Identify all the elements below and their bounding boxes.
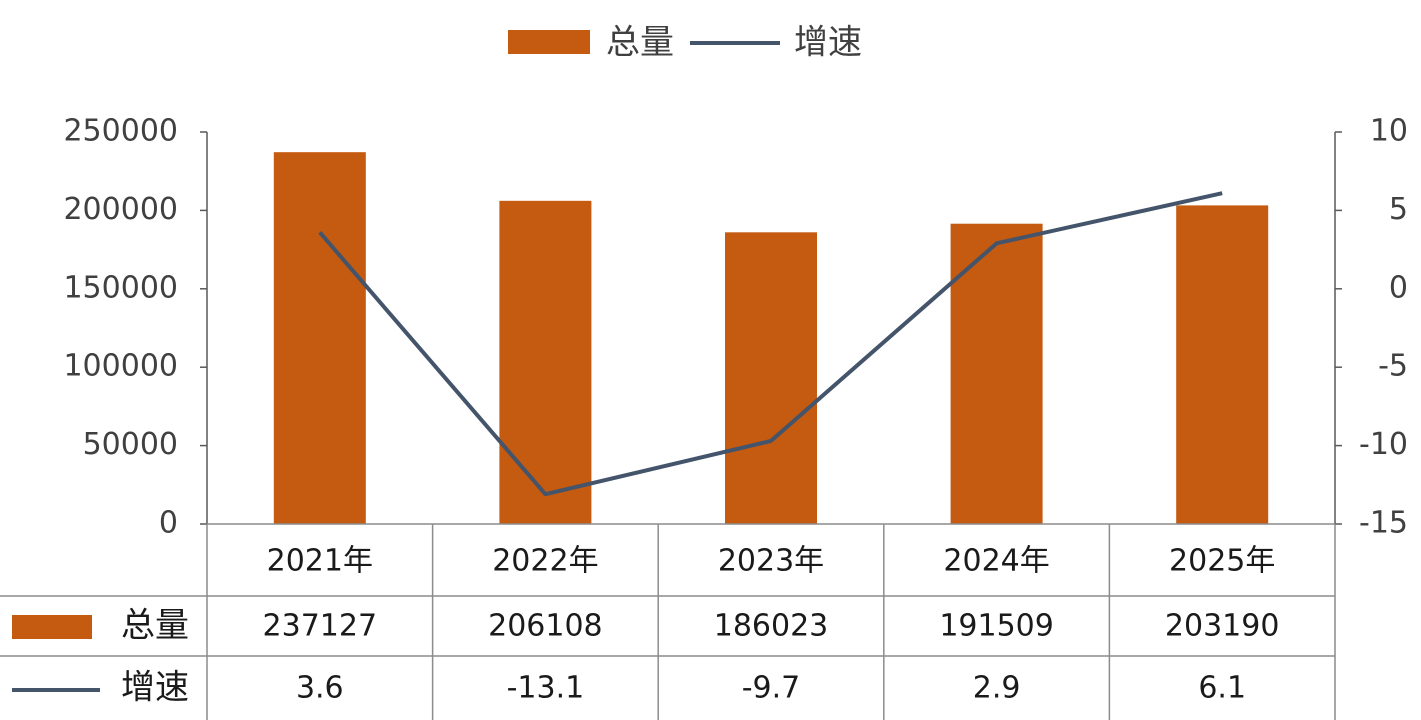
y-tick-label: 100000 [63,349,178,384]
table-value: 3.6 [296,671,344,706]
x-tick-label: 2024年 [943,544,1049,579]
y2-tick-label: 10 [1370,114,1408,149]
table-value: 237127 [263,609,378,644]
y-tick-label: 250000 [63,114,178,149]
bar [499,200,592,524]
table-row-label: 增速 [121,668,189,708]
bar [725,232,817,525]
y-tick-label: 0 [159,506,178,541]
table-value: 6.1 [1198,671,1246,706]
table-value: 186023 [714,609,829,644]
y2-tick-label: -5 [1378,349,1408,384]
legend-label: 总量 [606,23,674,63]
x-tick-label: 2025年 [1169,544,1275,579]
x-tick-label: 2022年 [492,544,598,579]
y2-tick-label: -15 [1359,506,1408,541]
y2-tick-label: -10 [1359,427,1408,462]
table-value: 203190 [1165,609,1280,644]
table-value: 206108 [488,609,603,644]
table-legend-swatch [12,615,92,639]
table-value: 191509 [939,609,1054,644]
x-tick-label: 2021年 [267,544,373,579]
y-tick-label: 150000 [63,270,178,305]
y2-tick-label: 0 [1389,270,1408,305]
line [318,191,1223,497]
table-value: -13.1 [507,671,585,706]
y-tick-label: 200000 [63,192,178,227]
table-row-label: 总量 [121,606,189,646]
table-value: 2.9 [973,671,1021,706]
legend-label: 增速 [794,23,862,63]
bar [950,223,1043,525]
y-tick-label: 50000 [83,427,178,462]
y2-tick-label: 5 [1389,192,1408,227]
x-tick-label: 2023年 [718,544,824,579]
legend-swatch [508,30,590,54]
table-value: -9.7 [742,671,801,706]
bar [273,152,366,524]
bar [1176,205,1269,525]
